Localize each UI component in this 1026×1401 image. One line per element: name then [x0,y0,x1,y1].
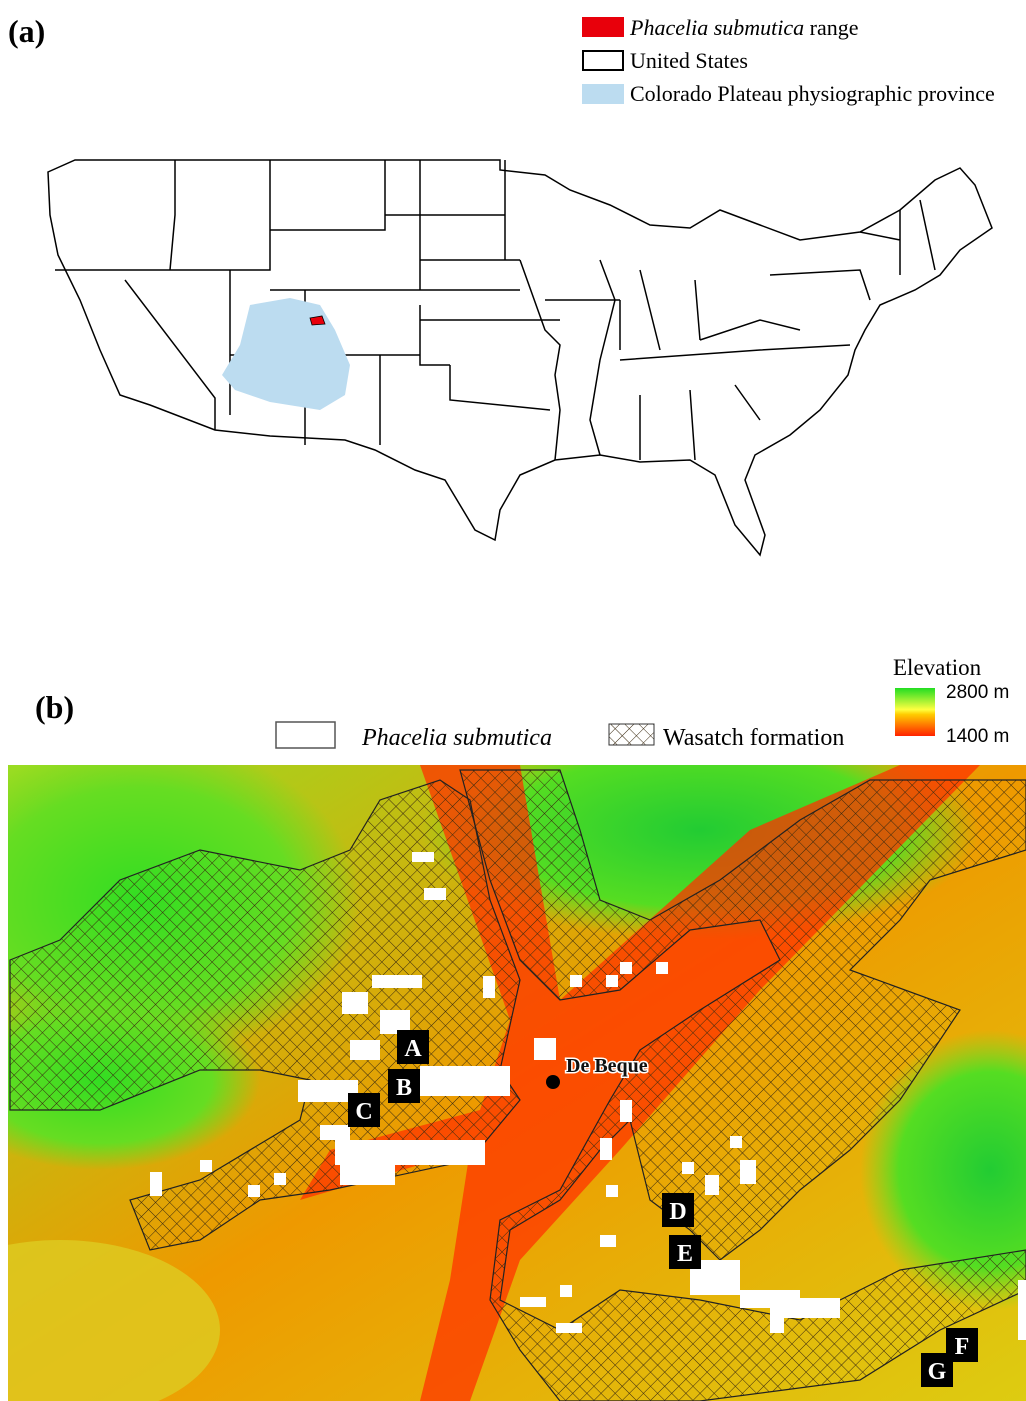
phacelia-patch [730,1136,742,1148]
phacelia-patch [534,1038,556,1060]
phacelia-patch [248,1185,260,1197]
site-box [397,1030,429,1064]
elevation-high: 2800 m [946,682,1009,703]
phacelia-patch [350,1040,380,1060]
town-marker [546,1075,560,1089]
phacelia-patch [556,1323,582,1333]
phacelia-patch [770,1298,840,1318]
site-box [348,1093,380,1127]
terrain [8,1240,220,1401]
phacelia-patch [560,1285,572,1297]
phacelia-patch [606,1185,618,1197]
phacelia-range [309,315,326,326]
phacelia-patch [620,962,632,974]
phacelia-patch [770,1315,784,1333]
phacelia-patch [656,962,668,974]
elevation-low: 1400 m [946,726,1009,747]
site-label: B [396,1075,412,1101]
phacelia-patch [420,1066,510,1096]
phacelia-patch [620,1100,632,1122]
legend-suffix: range [810,15,859,40]
us-map [47,159,993,557]
phacelia-patch [340,1160,395,1185]
phacelia-patch [372,975,422,988]
phacelia-patch [600,1138,612,1160]
legend-swatch [582,17,624,37]
site-label: E [677,1241,693,1267]
elevation-scale [895,688,935,736]
legend-entry: Colorado Plateau physiographic province [630,81,995,106]
elevation-map: De Beque ABC DE FG [8,765,1026,1401]
site-label: D [669,1199,686,1225]
phacelia-patch [520,1297,546,1307]
site-box [669,1235,701,1269]
site-label: A [404,1036,422,1062]
terrain [1018,1280,1026,1340]
us-outline [47,159,993,557]
legend-swatch [608,723,655,746]
wasatch-formation [459,769,1026,1401]
legend-swatch [582,84,624,104]
site-box [921,1353,953,1387]
phacelia-patch [150,1172,162,1196]
phacelia-patch [342,992,368,1014]
town-label: De Beque [566,1055,648,1077]
legend-swatch [275,721,336,749]
site-labels: ABC DE FG [348,1030,978,1387]
phacelia-patch [298,1080,358,1102]
phacelia-patch [705,1175,719,1195]
phacelia-patch [200,1160,212,1172]
legend-entry: Phacelia submutica range [629,15,859,40]
elevation-title: Elevation [893,655,982,680]
site-box [662,1193,694,1227]
phacelia-patch [740,1160,756,1184]
legend-entry: Phacelia submutica [361,725,552,751]
site-label: G [928,1359,947,1385]
phacelia-patch [570,975,582,987]
phacelia-patches [150,852,840,1333]
phacelia-patch [320,1125,350,1140]
site-box [388,1069,420,1103]
phacelia-patch [274,1173,286,1185]
phacelia-patch [412,852,434,862]
panel-label: (b) [35,689,74,725]
legend-entry: United States [630,48,748,73]
legend-entry: Wasatch formation [663,725,844,751]
colorado-plateau [222,298,350,410]
phacelia-patch [483,976,495,998]
panel-label: (a) [8,13,45,49]
site-label: F [955,1334,970,1360]
terrain [860,1030,1026,1310]
phacelia-patch [682,1162,694,1174]
legend-swatch [582,50,624,71]
legend-name: Phacelia submutica [629,15,804,40]
phacelia-patch [600,1235,616,1247]
phacelia-patch [424,888,446,900]
phacelia-patch [606,975,618,987]
site-label: C [355,1099,372,1125]
